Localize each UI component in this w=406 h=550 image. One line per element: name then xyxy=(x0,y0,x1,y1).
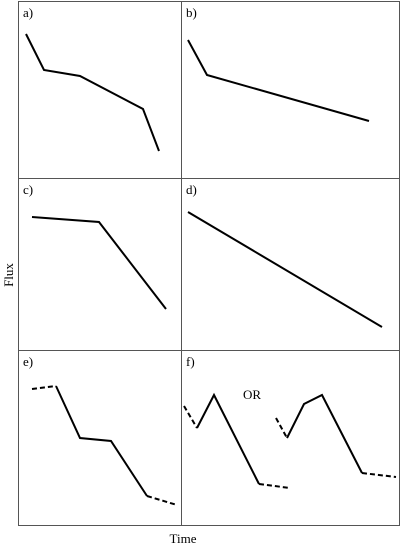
flux-curve xyxy=(31,216,167,310)
flux-curve xyxy=(25,33,160,152)
x-axis-label: Time xyxy=(170,531,197,546)
flux-curve xyxy=(187,39,370,122)
flux-curve-dashed xyxy=(31,385,57,390)
panel-label: e) xyxy=(23,354,33,369)
y-axis-label: Flux xyxy=(1,263,16,287)
panel-label: d) xyxy=(186,182,197,197)
panel-label: f) xyxy=(186,354,195,369)
outer-frame xyxy=(18,1,400,526)
panel-note: OR xyxy=(243,387,261,402)
flux-curve xyxy=(55,385,148,497)
flux-curve-dashed xyxy=(275,417,288,439)
panel-label: a) xyxy=(23,5,33,20)
panel-label: c) xyxy=(23,182,33,197)
flux-curve xyxy=(196,392,260,485)
flux-curve xyxy=(286,393,363,474)
flux-curve-dashed xyxy=(146,495,178,506)
flux-curve-dashed xyxy=(361,472,397,478)
flux-curve-dashed xyxy=(183,405,198,429)
flux-curve xyxy=(187,211,383,328)
flux-curve-dashed xyxy=(258,483,291,489)
panel-label: b) xyxy=(186,5,197,20)
